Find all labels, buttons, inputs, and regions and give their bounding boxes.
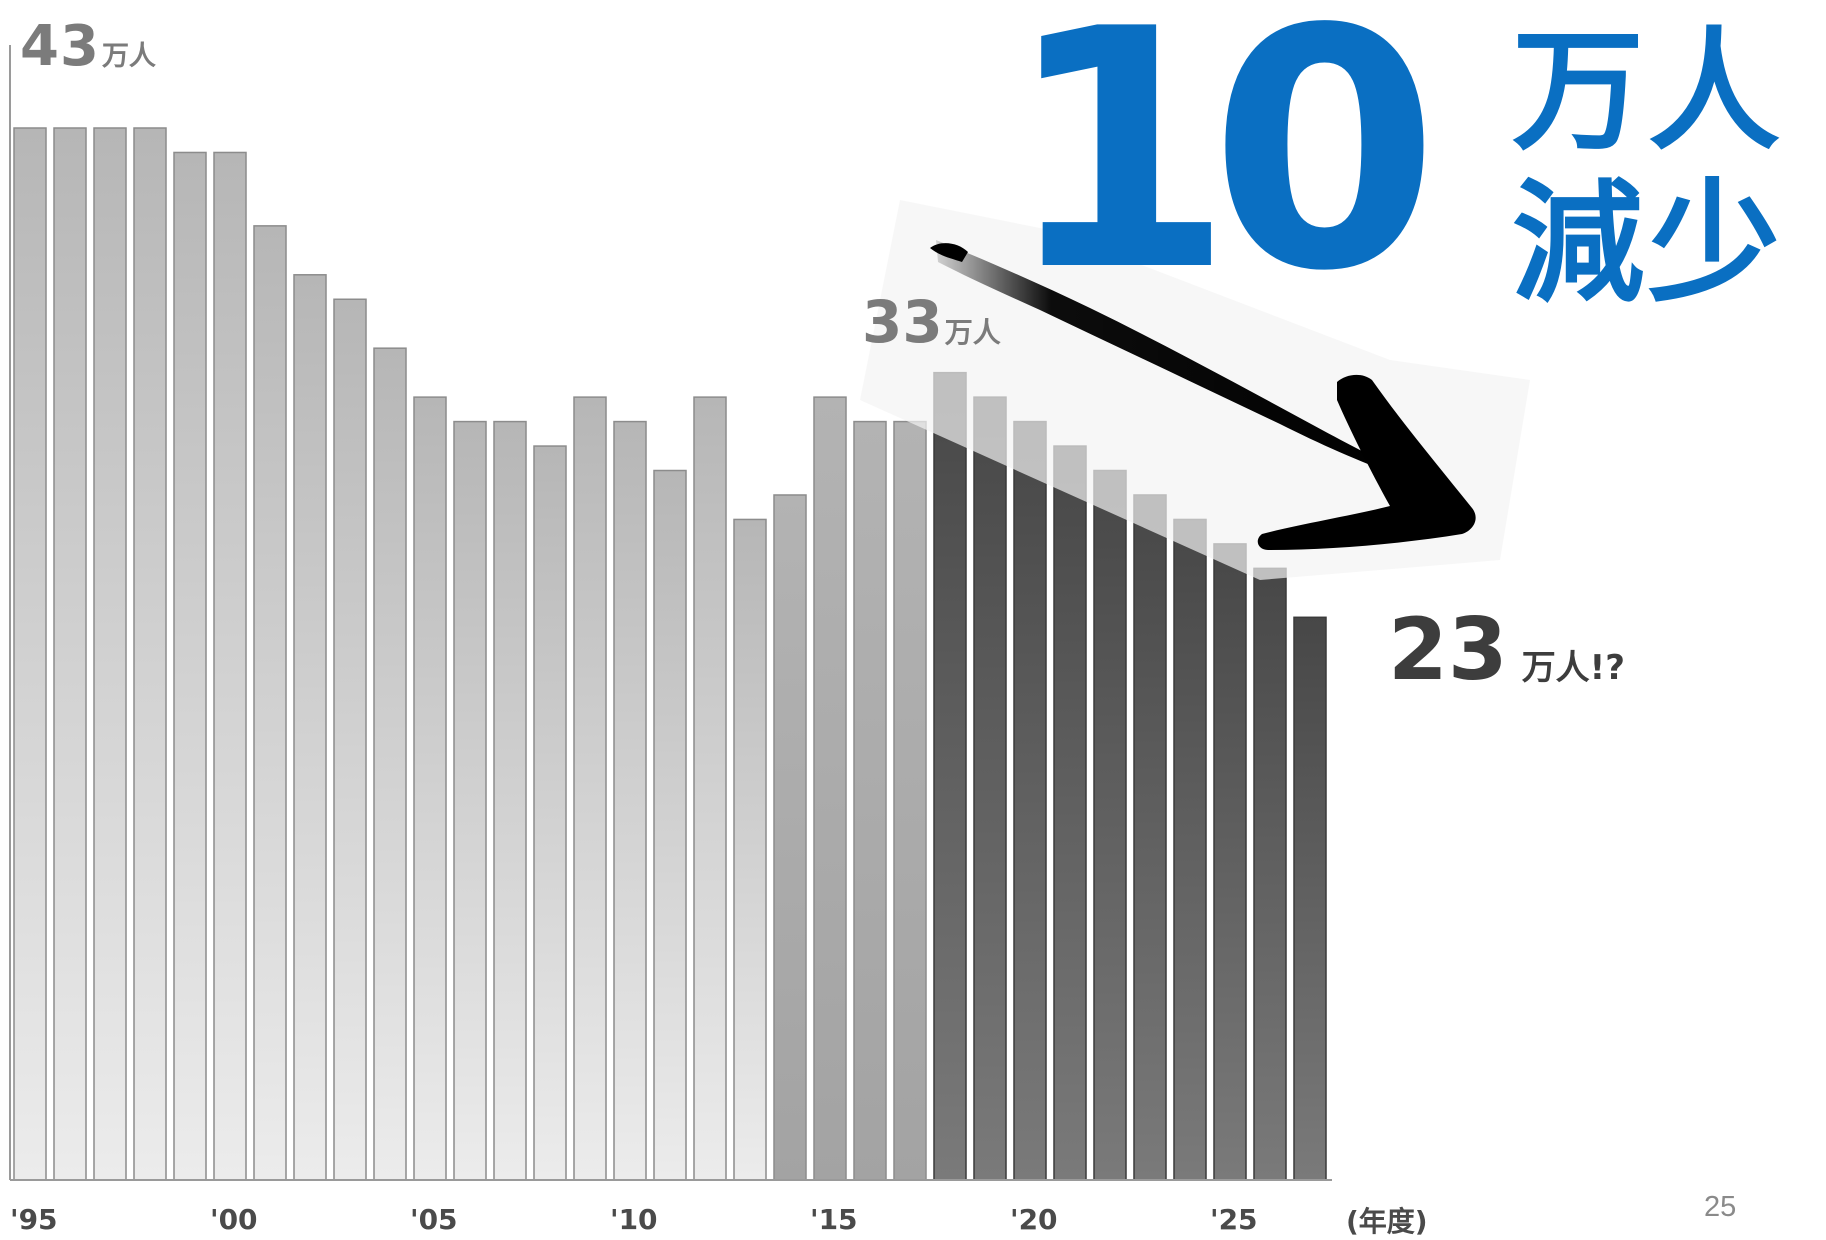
end-value-unit: 万人!?	[1521, 648, 1625, 688]
x-tick-label-25: '25	[1210, 1203, 1258, 1236]
y-axis-max-label: 43万人	[20, 14, 156, 79]
y-axis-max-unit: 万人	[101, 41, 156, 72]
bar-18	[933, 371, 967, 1181]
x-axis-unit-label: (年度)	[1346, 1205, 1428, 1238]
bar-14	[773, 494, 807, 1181]
bar-21	[1053, 445, 1087, 1181]
bar-01	[253, 225, 287, 1181]
bar-12	[693, 396, 727, 1181]
bar-05	[413, 396, 447, 1181]
bar-07	[493, 420, 527, 1181]
bar-98	[133, 127, 167, 1181]
bar-00	[213, 151, 247, 1181]
x-tick-label-10: '10	[610, 1203, 658, 1236]
bar-02	[293, 274, 327, 1181]
bar-96	[53, 127, 87, 1181]
decline-arrow	[930, 240, 1476, 550]
bar-06	[453, 420, 487, 1181]
bar-09	[573, 396, 607, 1181]
end-value-label: 23 万人!?	[1388, 600, 1625, 700]
x-tick-label-20: '20	[1010, 1203, 1058, 1236]
bar-27	[1293, 616, 1327, 1181]
bar-26	[1253, 567, 1287, 1181]
bar-25	[1213, 543, 1247, 1181]
start-value-unit: 万人	[944, 316, 1001, 349]
headline-text: 万人減少	[1512, 15, 1784, 321]
headline-number: 10	[1004, 0, 1439, 343]
bar-08	[533, 445, 567, 1181]
start-value-label: 33万人	[862, 288, 1001, 356]
bar-15	[813, 396, 847, 1181]
page-number: 25	[1704, 1191, 1737, 1223]
bar-10	[613, 420, 647, 1181]
bar-22	[1093, 469, 1127, 1181]
bars	[13, 127, 1327, 1181]
x-tick-label-95: '95	[10, 1203, 58, 1236]
x-tick-label-05: '05	[410, 1203, 458, 1236]
bar-11	[653, 469, 687, 1181]
bar-99	[173, 151, 207, 1181]
end-value-number: 23	[1388, 600, 1508, 700]
bar-24	[1173, 518, 1207, 1181]
bar-95	[13, 127, 47, 1181]
bar-97	[93, 127, 127, 1181]
bar-17	[893, 420, 927, 1181]
bar-04	[373, 347, 407, 1181]
bar-03	[333, 298, 367, 1181]
x-tick-label-15: '15	[810, 1203, 858, 1236]
bar-19	[973, 396, 1007, 1181]
bar-13	[733, 518, 767, 1181]
bar-16	[853, 420, 887, 1181]
bar-20	[1013, 420, 1047, 1181]
y-axis-max-value: 43	[20, 14, 100, 79]
start-value-number: 33	[862, 288, 943, 356]
x-tick-label-00: '00	[210, 1203, 258, 1236]
bar-23	[1133, 494, 1167, 1181]
